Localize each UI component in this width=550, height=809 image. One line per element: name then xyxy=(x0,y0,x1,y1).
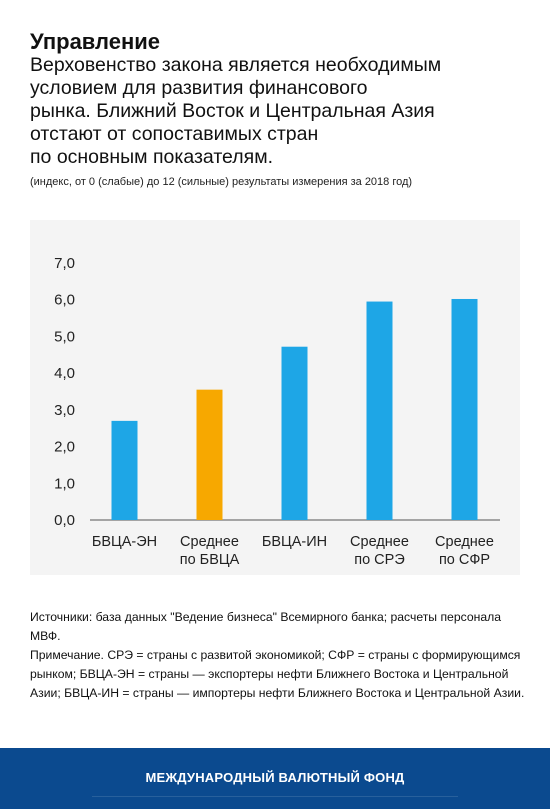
x-category-label: БВЦА-ИН xyxy=(262,534,327,550)
bar xyxy=(196,389,223,520)
chart-title: Управление xyxy=(30,29,161,54)
bar xyxy=(451,298,478,520)
x-category-label-line: по СФР xyxy=(439,552,490,568)
subtitle-line: по основным показателям. xyxy=(30,146,274,168)
y-tick-label: 7,0 xyxy=(54,255,75,272)
chart-header: Управление Верховенство закона является … xyxy=(30,30,530,189)
y-tick-label: 0,0 xyxy=(54,512,75,529)
footer-label: МЕЖДУНАРОДНЫЙ ВАЛЮТНЫЙ ФОНД xyxy=(145,770,405,785)
chart-subtitle: Верховенство закона является необходимым… xyxy=(30,54,530,169)
x-category-label-line: Среднее xyxy=(435,534,494,550)
y-tick-label: 6,0 xyxy=(54,292,75,309)
units-note: (индекс, от 0 (слабые) до 12 (сильные) р… xyxy=(30,176,413,188)
x-category-label-line: по БВЦА xyxy=(180,552,240,568)
y-tick-label: 4,0 xyxy=(54,365,75,382)
y-tick-label: 3,0 xyxy=(54,402,75,419)
bar xyxy=(366,301,393,520)
x-category-label-line: Среднее xyxy=(180,534,239,550)
chart-svg: 0,0 1,0 2,0 3,0 4,0 5,0 6,0 7,0 БВЦА-ЭН Среднее по… xyxy=(54,255,500,568)
x-category-label-line: Среднее xyxy=(350,534,409,550)
x-category-label: Среднее по СФР xyxy=(435,534,494,568)
footer-bar: МЕЖДУНАРОДНЫЙ ВАЛЮТНЫЙ ФОНД xyxy=(0,748,550,809)
subtitle-line: условием для развития финансового xyxy=(30,77,368,99)
y-tick-label: 1,0 xyxy=(54,475,75,492)
y-tick-label: 2,0 xyxy=(54,439,75,456)
x-category-label: БВЦА-ЭН xyxy=(92,534,157,550)
explanation-note: Примечание. СРЭ = страны с развитой экон… xyxy=(30,648,525,700)
x-category-label-line: по СРЭ xyxy=(354,552,405,568)
subtitle-line: Верховенство закона является необходимым xyxy=(30,54,442,76)
x-category-label-line: БВЦА-ЭН xyxy=(92,534,157,550)
sources-note: Источники: база данных "Ведение бизнеса"… xyxy=(30,610,502,643)
x-category-label-line: БВЦА-ИН xyxy=(262,534,327,550)
subtitle-line: отстают от сопоставимых стран xyxy=(30,123,319,145)
x-category-label: Среднее по БВЦА xyxy=(180,534,240,568)
bar xyxy=(111,420,138,520)
y-tick-label: 5,0 xyxy=(54,328,75,345)
chart-notes: Источники: база данных "Ведение бизнеса"… xyxy=(30,608,525,703)
bar xyxy=(281,346,308,520)
subtitle-line: рынка. Ближний Восток и Центральная Азия xyxy=(30,100,435,122)
bar-chart: 0,0 1,0 2,0 3,0 4,0 5,0 6,0 7,0 БВЦА-ЭН Среднее по… xyxy=(30,220,520,575)
footer-inner: МЕЖДУНАРОДНЫЙ ВАЛЮТНЫЙ ФОНД xyxy=(92,759,458,797)
x-category-label: Среднее по СРЭ xyxy=(350,534,409,568)
